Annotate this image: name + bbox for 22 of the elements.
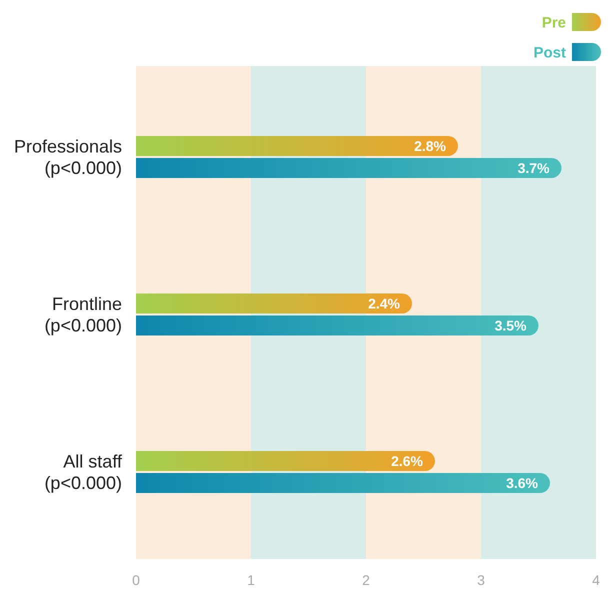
x-tick-label: 2 [362,572,370,588]
x-tick-label: 4 [592,572,600,588]
data-label: 3.6% [506,474,539,491]
x-tick-label: 0 [132,572,140,588]
bar [136,473,550,494]
legend-label: Post [533,44,566,62]
bar [136,136,458,156]
bar [136,451,435,472]
data-label: 3.7% [518,160,550,176]
y-tick-label: Professionals (p<0.000) [14,136,122,178]
bar [136,294,412,314]
bar [136,158,562,178]
x-tick-label: 3 [477,572,486,588]
y-tick-label: All staff (p<0.000) [44,452,123,494]
bar [136,316,538,336]
y-tick-label: Frontline (p<0.000) [44,294,122,336]
data-label: 2.6% [391,452,424,469]
x-tick-label: 1 [247,572,256,588]
data-label: 3.5% [494,317,528,334]
legend-label: Pre [542,14,566,32]
data-label: 2.4% [368,295,401,312]
data-label: 2.8% [414,138,447,154]
